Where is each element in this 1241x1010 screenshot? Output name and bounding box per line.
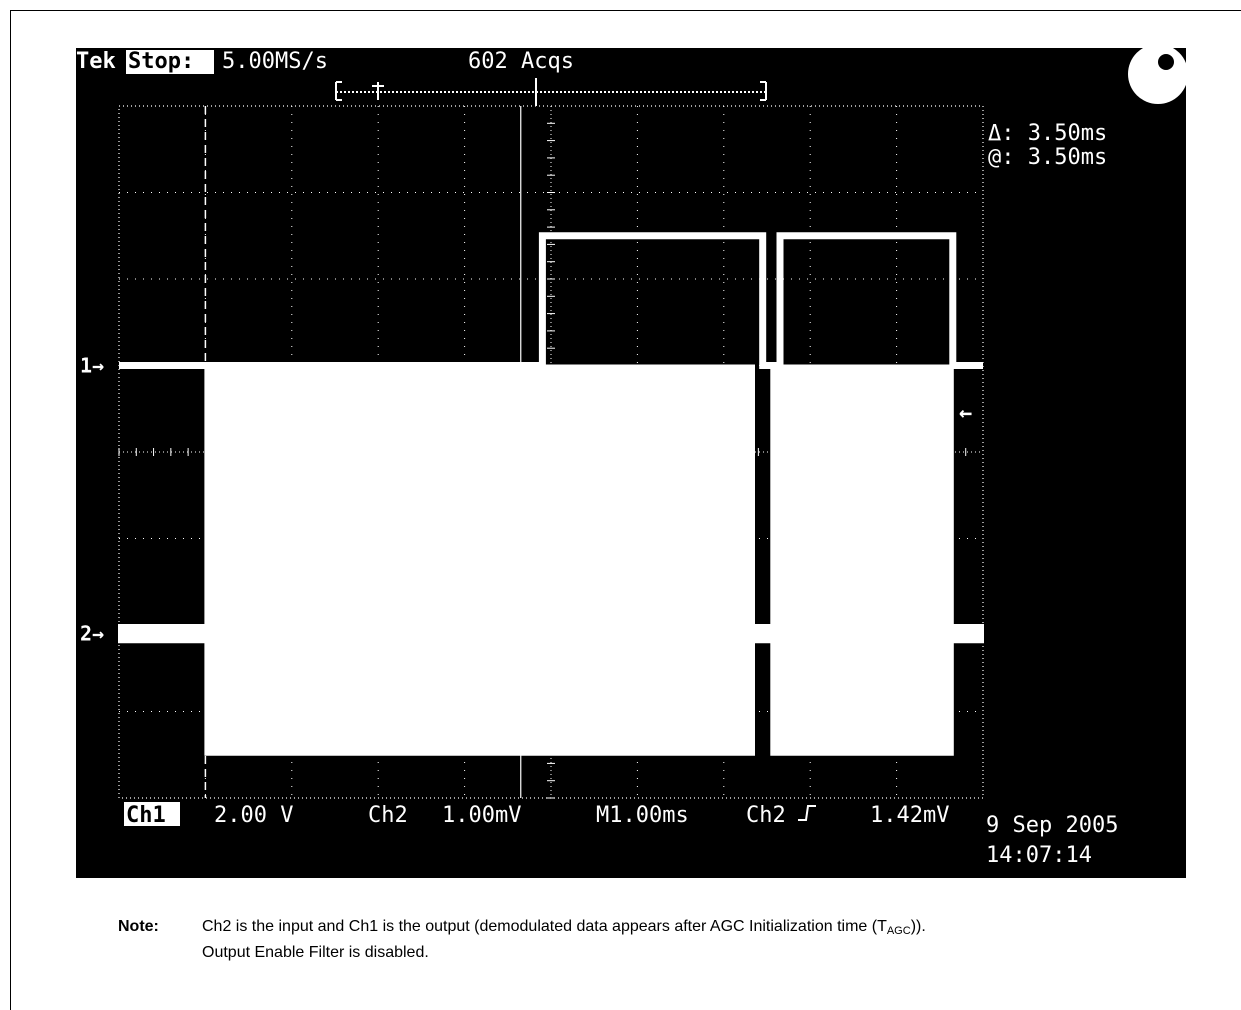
traces bbox=[118, 232, 984, 756]
mode-label: Stop: bbox=[128, 49, 194, 74]
scope-display: Tek Stop: 5.00MS/s 602 Acqs Δ: 3.50ms @:… bbox=[76, 48, 1186, 868]
cursor-delta-readout: Δ: 3.50ms bbox=[988, 121, 1107, 146]
ch1-ground-marker: 1→ bbox=[80, 354, 104, 378]
ch1-label: Ch1 bbox=[126, 803, 166, 828]
trigger-level: 1.42mV bbox=[870, 803, 949, 828]
note-line-1-suffix: )). bbox=[910, 918, 926, 935]
ch2-trace bbox=[118, 364, 984, 756]
brand-label: Tek bbox=[76, 49, 116, 74]
timebase: M1.00ms bbox=[596, 803, 689, 828]
trigger-source: Ch2 bbox=[746, 803, 786, 828]
trigger-level-marker: ← bbox=[959, 401, 972, 426]
cursor-at-readout: @: 3.50ms bbox=[988, 145, 1107, 170]
record-position-bar bbox=[335, 78, 767, 106]
time-readout: 14:07:14 bbox=[986, 843, 1092, 868]
oscilloscope-screen: Tek Stop: 5.00MS/s 602 Acqs Δ: 3.50ms @:… bbox=[76, 48, 1186, 878]
note-line-1: Ch2 is the input and Ch1 is the output (… bbox=[202, 916, 1212, 942]
note-line-2: Output Enable Filter is disabled. bbox=[202, 944, 429, 961]
ch1-scale: 2.00 V bbox=[214, 803, 293, 828]
note-line-1-sub: AGC bbox=[886, 925, 911, 937]
date-readout: 9 Sep 2005 bbox=[986, 813, 1118, 838]
rising-edge-icon bbox=[798, 805, 816, 821]
ch1-label-box bbox=[124, 802, 180, 826]
page-frame bbox=[10, 10, 1241, 1010]
note-line-1-prefix: Ch2 is the input and Ch1 is the output (… bbox=[202, 918, 887, 935]
note-body: Ch2 is the input and Ch1 is the output (… bbox=[202, 916, 1212, 963]
ch2-ground-marker: 2→ bbox=[80, 622, 104, 646]
ch2-label: Ch2 bbox=[368, 803, 408, 828]
sample-rate: 5.00MS/s bbox=[222, 49, 328, 74]
note-label: Note: bbox=[118, 918, 159, 935]
tek-logo bbox=[1128, 48, 1186, 104]
acquisition-count: 602 Acqs bbox=[468, 49, 574, 74]
stop-highlight bbox=[126, 50, 214, 74]
ch2-scale: 1.00mV bbox=[442, 803, 521, 828]
